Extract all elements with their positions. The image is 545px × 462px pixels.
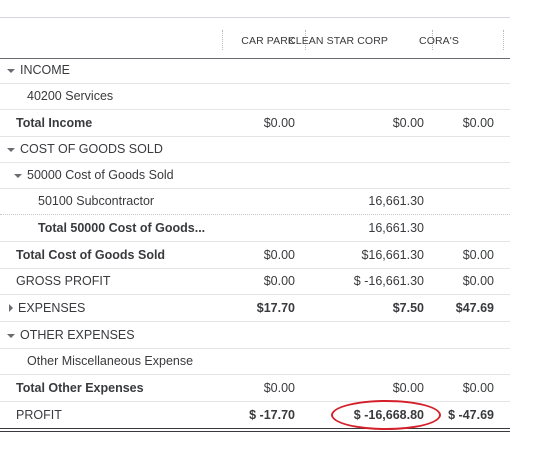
column-divider [222,30,223,50]
column-header-clean-star-corp[interactable]: CLEAN STAR CORP [288,35,388,47]
value-coras[interactable]: $0.00 [462,274,494,288]
row-label: Total 50000 Cost of Goods... [38,221,206,235]
account-row-40200-services: 40200 Services [0,83,510,110]
collapse-caret-icon[interactable] [7,334,15,338]
collapse-caret-icon[interactable] [14,174,22,178]
column-divider [432,30,433,50]
value-car-park[interactable]: $ -17.70 [249,408,295,422]
column-divider [503,30,504,50]
column-header-car-park[interactable]: CAR PARK [241,35,295,47]
total-row-income: Total Income $0.00 $0.00 $0.00 [0,110,510,137]
value-coras[interactable]: $0.00 [462,248,494,262]
table-header: CAR PARK CLEAN STAR CORP CORA'S [0,18,510,59]
row-label[interactable]: Other Miscellaneous Expense [27,354,194,368]
value-car-park[interactable]: $0.00 [263,274,295,288]
row-label: PROFIT [16,408,62,422]
total-row-50000-cost-of-goods-sold: Total 50000 Cost of Goods... 16,661.30 [0,215,510,242]
section-row-expenses[interactable]: EXPENSES $17.70 $7.50 $47.69 [0,295,510,322]
account-row-50100-subcontractor: 50100 Subcontractor 16,661.30 [0,188,510,215]
value-clean-star-corp[interactable]: $0.00 [392,116,424,130]
value-clean-star-corp[interactable]: 16,661.30 [368,194,424,208]
total-double-underline [0,428,510,429]
row-label: OTHER EXPENSES [20,328,135,342]
value-clean-star-corp[interactable]: $16,661.30 [361,248,424,262]
column-divider [305,30,306,50]
value-car-park[interactable]: $17.70 [256,301,295,315]
row-gross-profit: GROSS PROFIT $0.00 $ -16,661.30 $0.00 [0,268,510,295]
value-clean-star-corp[interactable]: $ -16,661.30 [353,274,424,288]
section-row-income[interactable]: INCOME [0,57,510,84]
table-top-border [0,17,510,18]
row-label[interactable]: 40200 Services [27,89,114,103]
row-label: COST OF GOODS SOLD [20,142,163,156]
value-coras[interactable]: $ -47.69 [448,408,494,422]
row-label: 50000 Cost of Goods Sold [27,168,174,182]
collapse-caret-icon[interactable] [7,148,15,152]
row-label: Total Income [16,116,93,130]
row-label: INCOME [20,63,70,77]
row-label: Total Cost of Goods Sold [16,248,166,262]
total-row-other-expenses: Total Other Expenses $0.00 $0.00 $0.00 [0,375,510,402]
section-row-50000-cost-of-goods-sold[interactable]: 50000 Cost of Goods Sold [0,162,510,189]
value-car-park[interactable]: $0.00 [263,248,295,262]
column-header-coras[interactable]: CORA'S [419,35,459,47]
section-row-other-expenses[interactable]: OTHER EXPENSES [0,322,510,349]
row-label: GROSS PROFIT [16,274,111,288]
row-label[interactable]: 50100 Subcontractor [38,194,155,208]
account-row-other-miscellaneous-expense: Other Miscellaneous Expense [0,348,510,375]
highlight-circle [331,400,441,430]
value-coras[interactable]: $0.00 [462,381,494,395]
value-clean-star-corp[interactable]: $7.50 [392,301,424,315]
value-car-park[interactable]: $0.00 [263,116,295,130]
row-label: Total Other Expenses [16,381,144,395]
total-row-cost-of-goods-sold: Total Cost of Goods Sold $0.00 $16,661.3… [0,242,510,269]
value-car-park[interactable]: $0.00 [263,381,295,395]
expand-caret-icon[interactable] [9,304,13,312]
row-label: EXPENSES [18,301,86,315]
total-double-underline [0,431,510,432]
section-row-cost-of-goods-sold[interactable]: COST OF GOODS SOLD [0,136,510,163]
collapse-caret-icon[interactable] [7,69,15,73]
value-clean-star-corp[interactable]: $0.00 [392,381,424,395]
value-coras[interactable]: $47.69 [455,301,494,315]
value-coras[interactable]: $0.00 [462,116,494,130]
value-clean-star-corp[interactable]: 16,661.30 [368,221,424,235]
